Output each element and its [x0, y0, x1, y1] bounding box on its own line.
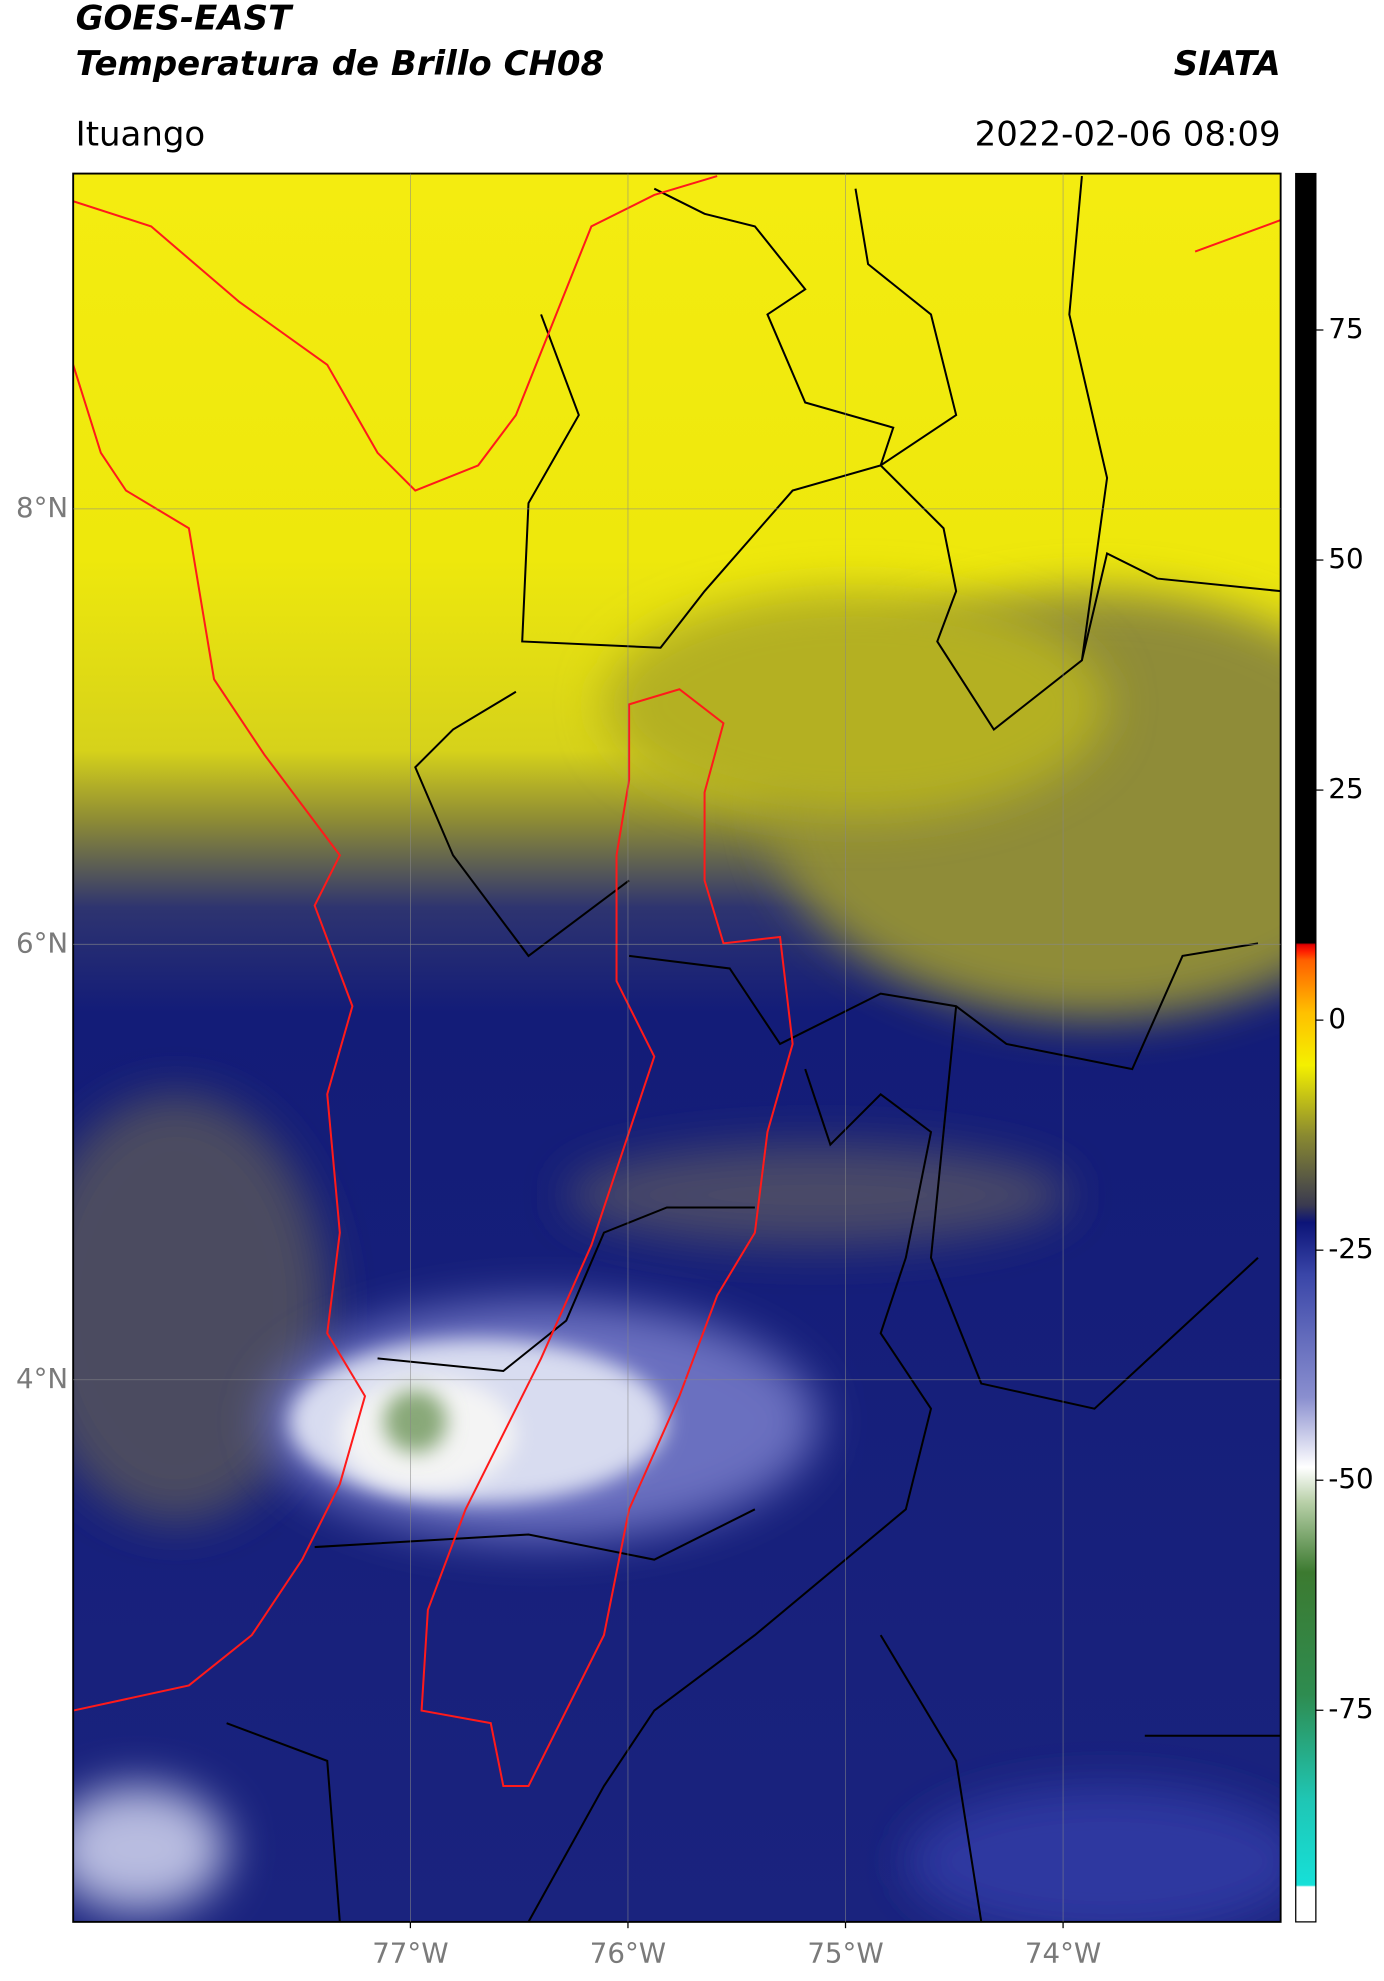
colorbar-tick-label: -75	[1328, 1692, 1373, 1725]
datetime: 2022-02-06 08:09	[975, 114, 1281, 154]
source: SIATA	[1174, 44, 1281, 84]
x-tick-label: 77°W	[372, 1937, 448, 1970]
x-tick-label: 76°W	[590, 1937, 666, 1970]
location: Ituango	[76, 114, 206, 154]
colorbar-tick-label: 0	[1328, 1002, 1346, 1035]
colorbar-tick-label: -25	[1328, 1232, 1373, 1265]
y-tick-label: 8°N	[16, 491, 68, 524]
borders	[73, 175, 1281, 1922]
colorbar-tick-label: 50	[1328, 542, 1363, 575]
title: Temperatura de Brillo CH08	[76, 44, 604, 84]
map-frame	[72, 172, 1282, 1923]
colorbar	[1295, 172, 1317, 1923]
y-tick-label: 4°N	[16, 1362, 68, 1395]
title: GOES-EAST	[76, 0, 294, 39]
colorbar-tick-label: 25	[1328, 772, 1363, 805]
colorbar-tick-label: 75	[1328, 312, 1363, 345]
x-tick-label: 74°W	[1025, 1937, 1101, 1970]
y-tick-label: 6°N	[16, 926, 68, 959]
x-tick-label: 75°W	[807, 1937, 883, 1970]
colorbar-tick-label: -50	[1328, 1462, 1373, 1495]
